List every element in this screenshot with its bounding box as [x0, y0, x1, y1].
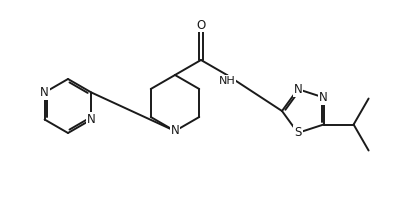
Text: S: S	[294, 126, 302, 139]
Text: N: N	[293, 83, 302, 96]
Text: N: N	[87, 113, 96, 126]
Text: O: O	[197, 19, 206, 32]
Text: N: N	[171, 124, 179, 137]
Text: N: N	[40, 86, 49, 99]
Text: N: N	[319, 91, 328, 104]
Text: NH: NH	[219, 76, 235, 86]
